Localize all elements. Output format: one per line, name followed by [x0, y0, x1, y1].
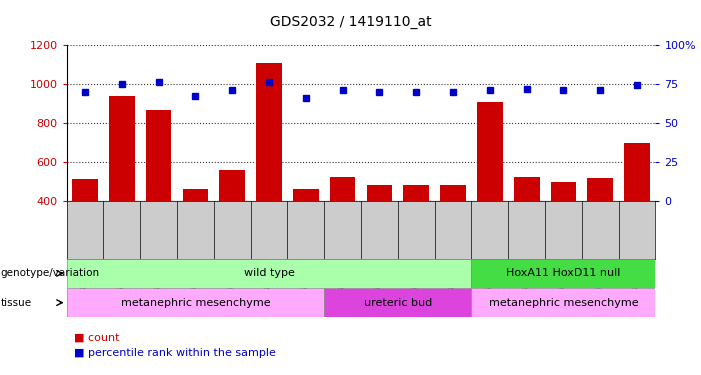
- Bar: [471, 288, 655, 317]
- Bar: [587, 178, 613, 278]
- Bar: [403, 186, 429, 278]
- Text: wild type: wild type: [243, 268, 294, 278]
- Bar: [219, 170, 245, 278]
- Bar: [624, 143, 650, 278]
- Bar: [477, 102, 503, 278]
- Bar: [72, 179, 98, 278]
- Bar: [182, 189, 208, 278]
- Text: ■ percentile rank within the sample: ■ percentile rank within the sample: [74, 348, 275, 358]
- Bar: [550, 182, 576, 278]
- Text: metanephric mesenchyme: metanephric mesenchyme: [489, 298, 638, 307]
- Text: genotype/variation: genotype/variation: [1, 268, 100, 278]
- Bar: [67, 259, 471, 288]
- Text: ■ count: ■ count: [74, 333, 119, 343]
- Text: HoxA11 HoxD11 null: HoxA11 HoxD11 null: [506, 268, 620, 278]
- Bar: [514, 177, 540, 278]
- Text: GDS2032 / 1419110_at: GDS2032 / 1419110_at: [270, 15, 431, 29]
- Bar: [329, 177, 355, 278]
- Bar: [367, 185, 393, 278]
- Bar: [146, 110, 172, 278]
- Bar: [471, 259, 655, 288]
- Bar: [67, 288, 324, 317]
- Text: ureteric bud: ureteric bud: [364, 298, 432, 307]
- Bar: [293, 189, 319, 278]
- Text: tissue: tissue: [1, 298, 32, 307]
- Bar: [440, 186, 466, 278]
- Bar: [324, 288, 471, 317]
- Text: metanephric mesenchyme: metanephric mesenchyme: [121, 298, 270, 307]
- Bar: [109, 96, 135, 278]
- Bar: [256, 63, 282, 278]
